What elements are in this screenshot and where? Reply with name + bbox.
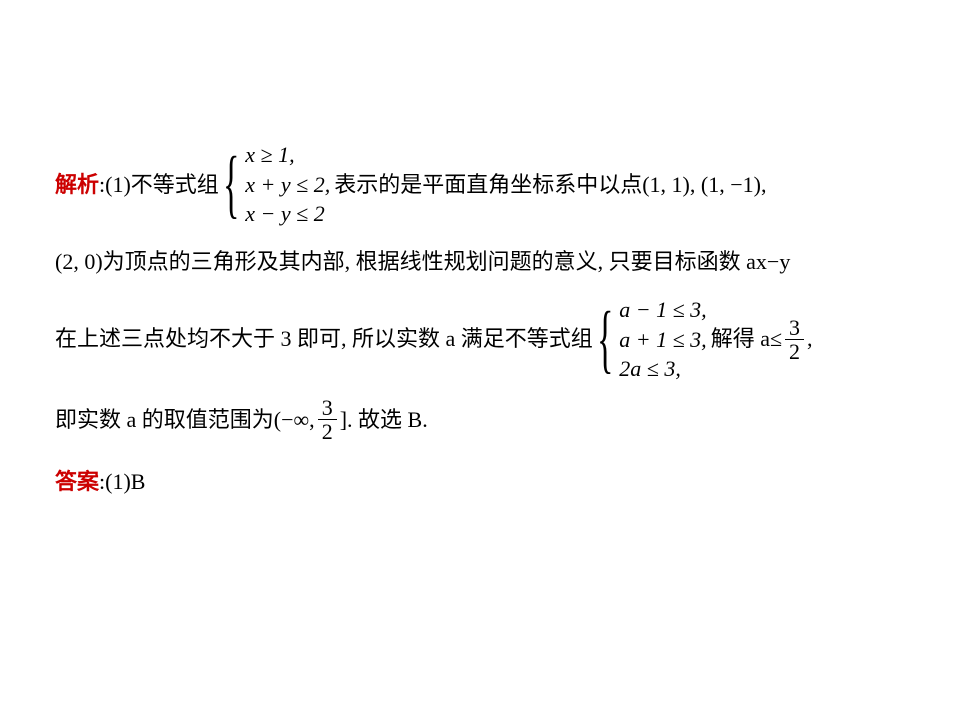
solution-body: 解析: (1)不等式组 { x ≥ 1, x + y ≤ 2, x − y ≤ … [0, 0, 960, 503]
sys2-line3: 2a ≤ 3, [619, 354, 706, 384]
system2-lines: a − 1 ≤ 3, a + 1 ≤ 3, 2a ≤ 3, [619, 295, 706, 384]
analysis-row-1: 解析: (1)不等式组 { x ≥ 1, x + y ≤ 2, x − y ≤ … [55, 140, 910, 229]
analysis-label: 解析: [55, 164, 105, 206]
analysis-row-2: (2, 0)为顶点的三角形及其内部, 根据线性规划问题的意义, 只要目标函数 a… [55, 241, 910, 283]
fraction-num: 3 [785, 316, 804, 340]
fraction-3-2: 3 2 [785, 316, 804, 363]
sys1-line1: x ≥ 1, [245, 140, 330, 170]
fraction-den: 2 [785, 340, 804, 363]
system1-lines: x ≥ 1, x + y ≤ 2, x − y ≤ 2 [245, 140, 330, 229]
left-brace-icon: { [223, 151, 239, 218]
sys2-line2: a + 1 ≤ 3, [619, 325, 706, 355]
analysis-row-4: 即实数 a 的取值范围为(−∞, 3 2 ]. 故选 B. [55, 396, 910, 443]
sys1-line3: x − y ≤ 2 [245, 199, 330, 229]
sys1-line2: x + y ≤ 2, [245, 170, 330, 200]
line4-post: ]. 故选 B. [340, 399, 428, 441]
sys2-line1: a − 1 ≤ 3, [619, 295, 706, 325]
answer-text: (1)B [105, 461, 145, 503]
line3-before: 在上述三点处均不大于 3 即可, 所以实数 a 满足不等式组 [55, 318, 593, 360]
fraction-num-b: 3 [318, 396, 337, 420]
after-system1: 表示的是平面直角坐标系中以点(1, 1), (1, −1), [334, 164, 766, 206]
line3-after-pre: 解得 a≤ [711, 318, 782, 360]
fraction-3-2-b: 3 2 [318, 396, 337, 443]
inequality-system-1: { x ≥ 1, x + y ≤ 2, x − y ≤ 2 [223, 140, 330, 229]
line2-text: (2, 0)为顶点的三角形及其内部, 根据线性规划问题的意义, 只要目标函数 a… [55, 241, 790, 283]
inequality-system-2: { a − 1 ≤ 3, a + 1 ≤ 3, 2a ≤ 3, [597, 295, 707, 384]
fraction-den-b: 2 [318, 420, 337, 443]
analysis-row-3: 在上述三点处均不大于 3 即可, 所以实数 a 满足不等式组 { a − 1 ≤… [55, 295, 910, 384]
line4-pre: 即实数 a 的取值范围为(−∞, [55, 399, 315, 441]
part1-lead: (1)不等式组 [105, 164, 219, 206]
answer-row: 答案: (1)B [55, 461, 910, 503]
answer-label: 答案: [55, 461, 105, 503]
line3-after-post: , [807, 318, 813, 360]
left-brace-icon: { [597, 306, 613, 373]
